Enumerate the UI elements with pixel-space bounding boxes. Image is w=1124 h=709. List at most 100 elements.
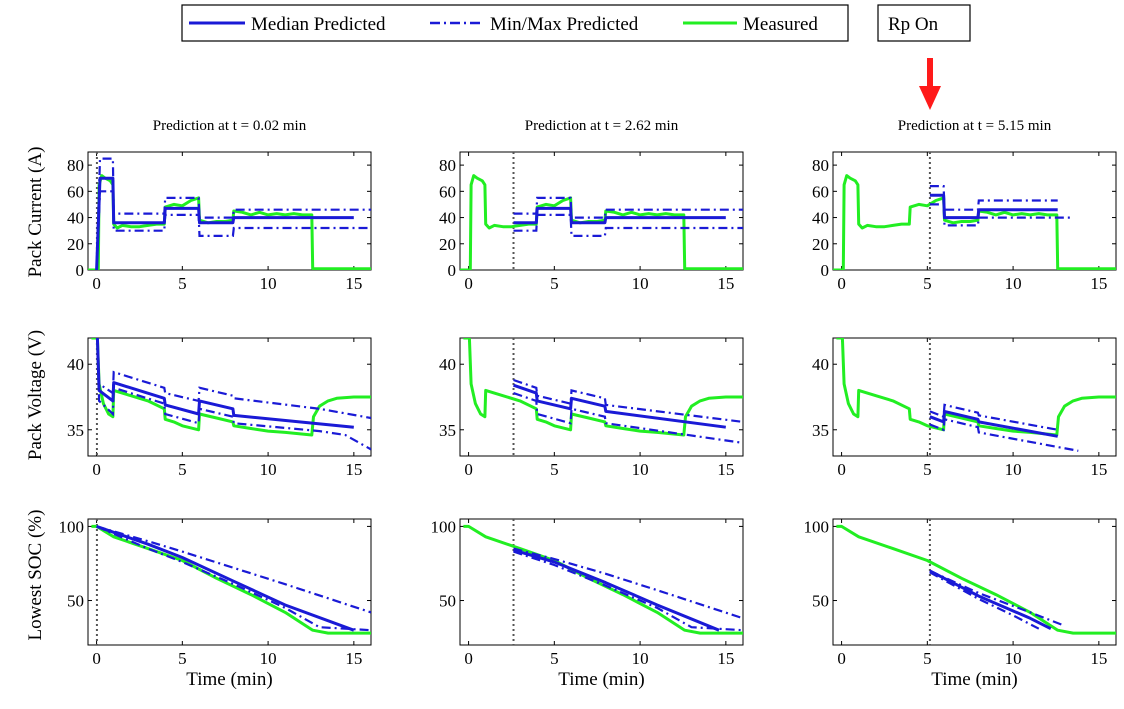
y-tick-label: 100 bbox=[804, 517, 830, 536]
x-tick-label: 5 bbox=[923, 274, 932, 293]
series-max-predicted bbox=[95, 157, 371, 270]
axes-frame bbox=[87, 151, 372, 271]
x-tick-label: 10 bbox=[260, 460, 277, 479]
ylabel-row-0: Pack Current (A) bbox=[25, 147, 46, 278]
subplots: 0 5 10 15 0 20 40 60 80 Prediction at t = 0.02 mi… bbox=[59, 118, 1117, 690]
y-tick-label: 35 bbox=[67, 421, 84, 440]
x-tick-label: 5 bbox=[178, 460, 187, 479]
x-tick-label: 5 bbox=[178, 274, 187, 293]
series-median-predicted bbox=[513, 383, 726, 429]
x-tick-label: 15 bbox=[1090, 460, 1107, 479]
series-min-predicted bbox=[929, 203, 1074, 227]
y-tick-label: 50 bbox=[67, 592, 84, 611]
y-tick-label: 80 bbox=[439, 156, 456, 175]
x-tick-label: 0 bbox=[837, 460, 846, 479]
x-tick-label: 0 bbox=[837, 274, 846, 293]
rp-on-box bbox=[877, 4, 971, 42]
x-tick-label: 10 bbox=[632, 649, 649, 668]
y-tick-label: 35 bbox=[812, 421, 829, 440]
subplot-r0-c2: 0 5 10 15 0 20 40 60 80 Prediction at t = 5.15 mi… bbox=[812, 118, 1117, 293]
series-measured bbox=[91, 524, 371, 635]
series-median-predicted bbox=[95, 176, 354, 270]
subplot-r2-c0: 0 5 10 15 50 100 Time (min) bbox=[59, 517, 372, 690]
subplot-r1-c1: 0 5 10 15 35 40 bbox=[439, 337, 744, 479]
axes-frame bbox=[459, 518, 744, 646]
y-tick-label: 0 bbox=[448, 261, 457, 280]
series-max-predicted bbox=[513, 547, 743, 620]
plot-area bbox=[463, 338, 743, 456]
y-tick-label: 40 bbox=[67, 209, 84, 228]
ylabel-row-2: Lowest SOC (%) bbox=[25, 510, 46, 641]
x-tick-label: 0 bbox=[464, 274, 473, 293]
x-tick-label: 5 bbox=[550, 274, 559, 293]
y-tick-label: 80 bbox=[812, 156, 829, 175]
rp-on-arrow-head bbox=[919, 86, 941, 110]
legend-label-measured: Measured bbox=[743, 14, 818, 35]
x-tick-label: 15 bbox=[1090, 274, 1107, 293]
ylabel-row-1: Pack Voltage (V) bbox=[25, 330, 46, 460]
series-max-predicted bbox=[96, 338, 371, 420]
x-tick-label: 5 bbox=[923, 460, 932, 479]
series-measured bbox=[836, 524, 1116, 635]
y-tick-label: 80 bbox=[67, 156, 84, 175]
series-max-predicted bbox=[929, 185, 1058, 211]
x-tick-label: 15 bbox=[1090, 649, 1107, 668]
series-median-predicted bbox=[929, 193, 1058, 220]
series-min-predicted bbox=[929, 417, 1079, 452]
y-tick-label: 40 bbox=[439, 355, 456, 374]
y-tick-label: 40 bbox=[67, 355, 84, 374]
series-measured bbox=[463, 338, 743, 437]
axes-frame bbox=[832, 151, 1117, 271]
y-tick-label: 0 bbox=[76, 261, 85, 280]
y-tick-label: 20 bbox=[439, 235, 456, 254]
series-median-predicted bbox=[513, 206, 726, 225]
legend: Median Predicted Min/Max Predicted Measu… bbox=[181, 4, 849, 42]
series-min-predicted bbox=[513, 213, 743, 237]
series-max-predicted bbox=[929, 403, 1058, 431]
y-tick-label: 50 bbox=[439, 592, 456, 611]
plot-area bbox=[460, 152, 743, 270]
plot-area bbox=[88, 152, 371, 270]
series-min-predicted bbox=[95, 190, 371, 270]
plot-area bbox=[91, 338, 371, 456]
y-tick-label: 20 bbox=[812, 235, 829, 254]
series-measured bbox=[460, 174, 743, 270]
x-tick-label: 10 bbox=[260, 649, 277, 668]
rp-on-label: Rp On bbox=[888, 14, 939, 35]
x-tick-label: 0 bbox=[837, 649, 846, 668]
y-tick-label: 100 bbox=[431, 517, 457, 536]
x-axis-label: Time (min) bbox=[558, 669, 644, 690]
y-tick-label: 60 bbox=[439, 182, 456, 201]
series-median-predicted bbox=[95, 338, 354, 429]
x-tick-label: 15 bbox=[345, 274, 362, 293]
x-tick-label: 0 bbox=[464, 460, 473, 479]
y-tick-label: 40 bbox=[439, 209, 456, 228]
y-tick-label: 40 bbox=[812, 355, 829, 374]
x-tick-label: 5 bbox=[178, 649, 187, 668]
x-tick-label: 5 bbox=[550, 649, 559, 668]
rp-on-annotation: Rp On bbox=[877, 4, 971, 110]
series-min-predicted bbox=[929, 571, 1040, 630]
x-tick-label: 0 bbox=[92, 460, 101, 479]
x-tick-label: 15 bbox=[717, 649, 734, 668]
series-min-predicted bbox=[96, 338, 371, 451]
subplot-title: Prediction at t = 0.02 min bbox=[153, 118, 307, 134]
series-measured bbox=[833, 174, 1116, 270]
plot-area bbox=[836, 338, 1116, 456]
series-median-predicted bbox=[929, 409, 1058, 438]
legend-label-median: Median Predicted bbox=[251, 14, 386, 35]
x-tick-label: 10 bbox=[260, 274, 277, 293]
x-tick-label: 10 bbox=[1005, 649, 1022, 668]
y-tick-label: 60 bbox=[812, 182, 829, 201]
x-tick-label: 15 bbox=[717, 460, 734, 479]
series-measured bbox=[836, 338, 1116, 437]
plot-area bbox=[836, 519, 1116, 645]
x-tick-label: 5 bbox=[923, 649, 932, 668]
x-tick-label: 15 bbox=[345, 649, 362, 668]
series-median-predicted bbox=[929, 569, 1052, 631]
plot-area bbox=[463, 519, 743, 645]
series-min-predicted bbox=[513, 392, 743, 444]
series-measured bbox=[463, 524, 743, 635]
y-tick-label: 35 bbox=[439, 421, 456, 440]
